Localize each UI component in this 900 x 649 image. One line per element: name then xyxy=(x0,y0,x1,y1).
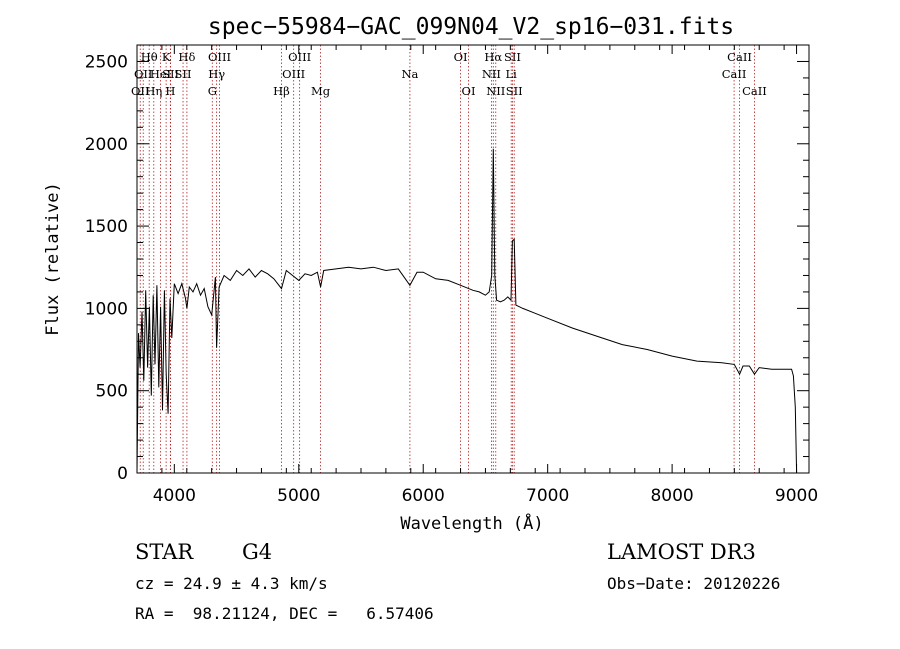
spectral-line-label: OIII xyxy=(208,50,231,64)
x-tick-label: 9000 xyxy=(775,486,818,506)
spectral-line-label: Hη xyxy=(145,84,162,98)
y-tick-label: 1500 xyxy=(85,217,128,237)
object-subclass: G4 xyxy=(242,540,272,564)
spectral-line-label: Li xyxy=(506,67,518,81)
spectral-line-label: OIII xyxy=(282,67,305,81)
y-tick-label: 500 xyxy=(96,382,128,402)
spectral-line-label: CaII xyxy=(722,67,747,81)
spectral-line-markers xyxy=(139,45,755,473)
y-axis: 0 500 1000 1500 2000 2500 xyxy=(85,52,809,484)
spectral-line-label: Hβ xyxy=(273,84,290,98)
chart-title: spec−55984−GAC_099N04_V2_sp16−031.fits xyxy=(208,14,734,40)
spectral-line-label: K xyxy=(162,50,171,64)
y-tick-label: 2500 xyxy=(85,52,128,72)
spectral-line-label: SII xyxy=(175,67,192,81)
spectral-line-label: Mg xyxy=(311,84,331,98)
spectral-line-label: OII xyxy=(131,84,150,98)
spectrum-series-line xyxy=(136,148,798,474)
spectral-line-label: G xyxy=(208,84,217,98)
object-class: STAR xyxy=(135,540,194,564)
x-axis-label: Wavelength (Å) xyxy=(400,512,543,534)
spectral-line-label: OI xyxy=(454,50,468,64)
spectral-line-label: HeI xyxy=(150,67,171,81)
spectral-line-label: Hθ xyxy=(141,50,158,64)
sky-coordinates: RA = 98.21124, DEC = 6.57406 xyxy=(135,604,434,623)
survey-name: LAMOST DR3 xyxy=(607,540,756,564)
spectral-line-label: SII xyxy=(504,50,521,64)
x-tick-label: 6000 xyxy=(402,486,445,506)
x-tick-label: 7000 xyxy=(526,486,569,506)
x-tick-label: 8000 xyxy=(650,486,693,506)
spectral-line-label: Hα xyxy=(484,50,502,64)
y-axis-label: Flux (relative) xyxy=(43,182,63,336)
plot-frame xyxy=(136,44,810,474)
spectral-line-label: Hγ xyxy=(208,67,225,81)
y-tick-label: 2000 xyxy=(85,135,128,155)
spectral-line-label: Na xyxy=(401,67,418,81)
redshift-cz: cz = 24.9 ± 4.3 km/s xyxy=(135,574,328,593)
spectral-line-label: SII xyxy=(162,67,179,81)
spectral-line-label: CaII xyxy=(742,84,767,98)
observation-date: Obs−Date: 20120226 xyxy=(607,574,780,593)
spectral-line-label: NII xyxy=(486,84,505,98)
spectral-line-label: CaII xyxy=(727,50,752,64)
x-tick-label: 5000 xyxy=(277,486,320,506)
x-axis: 4000 5000 6000 7000 8000 9000 xyxy=(136,45,818,506)
spectral-line-label: SII xyxy=(506,84,523,98)
spectral-line-label: H xyxy=(165,84,175,98)
y-tick-label: 0 xyxy=(117,464,128,484)
spectral-line-label: OIII xyxy=(288,50,311,64)
x-tick-label: 4000 xyxy=(153,486,196,506)
spectral-line-labels: OIIOIIHθHηHeIKHSIIHδSIIGHγOIIIHβOIIIOIII… xyxy=(131,50,767,98)
y-tick-label: 1000 xyxy=(85,299,128,319)
spectral-line-label: Hδ xyxy=(178,50,195,64)
spectral-line-label: OI xyxy=(462,84,476,98)
spectral-line-label: NII xyxy=(482,67,501,81)
